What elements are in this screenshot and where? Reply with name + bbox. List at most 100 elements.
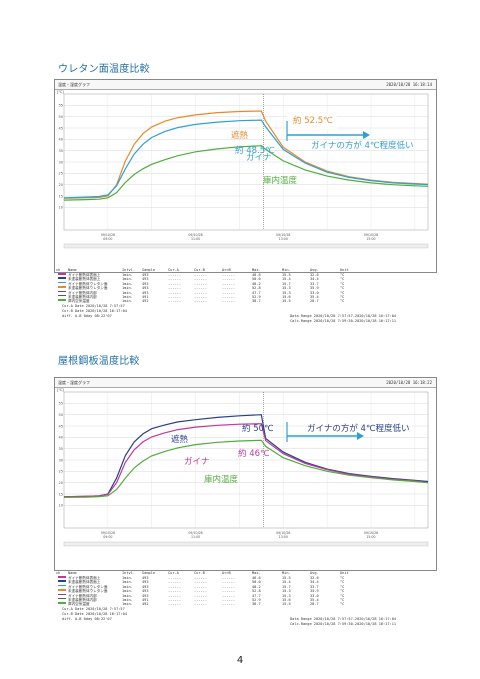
table-cell: ------	[168, 273, 181, 277]
series-line	[63, 414, 429, 498]
table-cell: 492	[142, 602, 149, 607]
table-cell: 15.5	[282, 576, 291, 580]
table-cell: 35.9	[310, 589, 319, 594]
annotation-diff: ガイナの方が 4℃程度低い	[311, 140, 414, 151]
table-cell: 52.8	[252, 286, 261, 291]
table-cell: 未塗装断熱体ウレタン面	[68, 286, 108, 291]
graph-header-timestamp: 2020/10/28 16:18:14	[386, 82, 432, 87]
table-cell: ガイナ断熱体表面上	[68, 576, 101, 580]
table-row: ガイナ断熱体表面上 1min. 493 ------ ------ ------ 46.6 1…	[56, 576, 434, 580]
table-cell: 48.2	[252, 584, 261, 589]
table-row: 未塗装断熱体表面上 1min. 493 ------ ------ ------ 50.0 1…	[56, 277, 434, 281]
table-cell: 50.0	[252, 277, 261, 282]
table-cell: 1min.	[122, 273, 133, 277]
column-header: A<>B	[222, 268, 231, 272]
table-cell: 38.7	[252, 602, 261, 607]
annotation-line3-label: 庫内温度	[204, 474, 239, 485]
table-cell: 34.4	[310, 580, 319, 585]
table-cell: ------	[194, 580, 207, 585]
annotation-bg	[287, 115, 337, 130]
info-line: Cur.B Date 2020/10/28 16:17:04	[62, 612, 127, 616]
y-tick-label: 10	[59, 504, 63, 508]
table-cell: ------	[194, 593, 207, 598]
table-cell: ------	[194, 576, 207, 580]
x-tick-label: 13:00	[279, 535, 288, 539]
table-cell: ガイナ断熱体内部	[68, 290, 97, 295]
annotation-line1-label: 遮熱	[231, 130, 249, 141]
table-cell: 15.3	[282, 290, 291, 295]
table-cell: 未塗装断熱体ウレタン面	[68, 589, 108, 594]
channel-table: ch Name Intvl. Sample Cur.A Cur.B A<>B Max. Min.…	[56, 571, 434, 607]
column-header: Sample	[142, 571, 155, 575]
table-cell: ------	[168, 277, 181, 282]
x-tick-date: 09/10/28	[188, 233, 202, 237]
table-row: 未塗装断熱体ウレタン面 1min. 493 ------ ------ ------ 52.…	[56, 589, 434, 593]
y-tick-label: 20	[59, 481, 63, 485]
table-cell: 15.3	[282, 593, 291, 598]
table-cell: 1min.	[122, 277, 133, 282]
x-tick-date: 09/10/28	[101, 531, 115, 535]
table-cell: 1min.	[122, 597, 133, 602]
annotation-peak1: 約 50℃	[242, 423, 274, 434]
series-line	[63, 119, 429, 199]
table-cell: °C	[340, 286, 345, 291]
table-cell: ------	[222, 576, 235, 580]
column-header: Max.	[252, 268, 261, 272]
y-tick-label: 15	[59, 492, 63, 496]
table-cell: ------	[194, 273, 207, 277]
table-cell: ------	[194, 589, 207, 594]
table-cell: ------	[194, 602, 207, 607]
annotation-line1-label: 遮熱	[171, 434, 189, 445]
table-cell: ------	[222, 281, 235, 286]
y-tick-label: 40	[59, 138, 63, 142]
table-cell: 庫内空気温度	[68, 299, 90, 304]
table-cell: ------	[222, 589, 235, 594]
x-tick-label: 09:00	[103, 237, 112, 241]
table-cell: 15.5	[282, 273, 291, 277]
table-cell: 15.7	[282, 281, 291, 286]
x-tick-date: 09/10/28	[364, 233, 378, 237]
table-cell: 47.7	[252, 593, 261, 598]
page-number: 4	[236, 655, 244, 666]
range-line: Calc.Range 2020/10/28 7:59:30-2020/10/28…	[290, 622, 397, 626]
table-cell: °C	[340, 294, 345, 299]
section-title: ウレタン面温度比較	[58, 64, 150, 75]
table-cell: ------	[222, 584, 235, 589]
graph-header-timestamp: 2020/10/28 16:18:22	[386, 380, 432, 385]
x-tick-date: 09/10/28	[276, 531, 290, 535]
table-row: ガイナ断熱体内部 1min. 493 ------ ------ ------ 47.7 15…	[56, 290, 434, 295]
table-cell: 1min.	[122, 580, 133, 585]
table-cell: 50.0	[252, 580, 261, 585]
table-cell: 未塗装断熱体内部	[68, 294, 97, 299]
column-header: Name	[68, 571, 77, 575]
series-line	[63, 145, 429, 201]
annotation-diff: ガイナの方が 4℃程度低い	[307, 423, 410, 434]
column-header: Intvl.	[122, 571, 135, 575]
column-header: Avg.	[310, 571, 319, 575]
x-tick-label: 15:00	[366, 535, 375, 539]
table-cell: 493	[142, 273, 149, 277]
cursor-info: Cur.A Date 2020/10/28 7:57:57 Cur.B Date …	[62, 607, 127, 622]
table-header: ch Name Intvl. Sample Cur.A Cur.B A<>B Max. Min.…	[56, 268, 434, 273]
table-cell: 15.3	[282, 286, 291, 291]
graph-header-title: 温度・湿度グラフ	[58, 380, 90, 385]
table-cell: 493	[142, 593, 149, 598]
table-cell: 1min.	[122, 281, 133, 286]
y-tick-label: 35	[59, 447, 63, 451]
table-cell: ------	[194, 281, 207, 286]
table-cell: 493	[142, 290, 149, 295]
table-row: ガイナ断熱体ウレタン面 1min. 493 ------ ------ ------ 48.…	[56, 281, 434, 286]
table-cell: ------	[168, 281, 181, 286]
table-row: 庫内空気温度 1min. 492 ------ ------ ------ 38.7 15.5…	[56, 299, 434, 303]
overview-scrollbar	[63, 541, 429, 547]
table-cell: °C	[340, 597, 345, 602]
table-cell: 52.9	[252, 597, 261, 602]
table-cell: 48.2	[252, 281, 261, 286]
table-cell: 未塗装断熱体内部	[68, 597, 97, 602]
table-cell: ------	[222, 597, 235, 602]
arrow-head	[363, 131, 370, 139]
table-cell: 493	[142, 576, 149, 580]
table-cell: ------	[168, 602, 181, 607]
table-cell: °C	[340, 576, 345, 580]
table-cell: ------	[168, 299, 181, 304]
